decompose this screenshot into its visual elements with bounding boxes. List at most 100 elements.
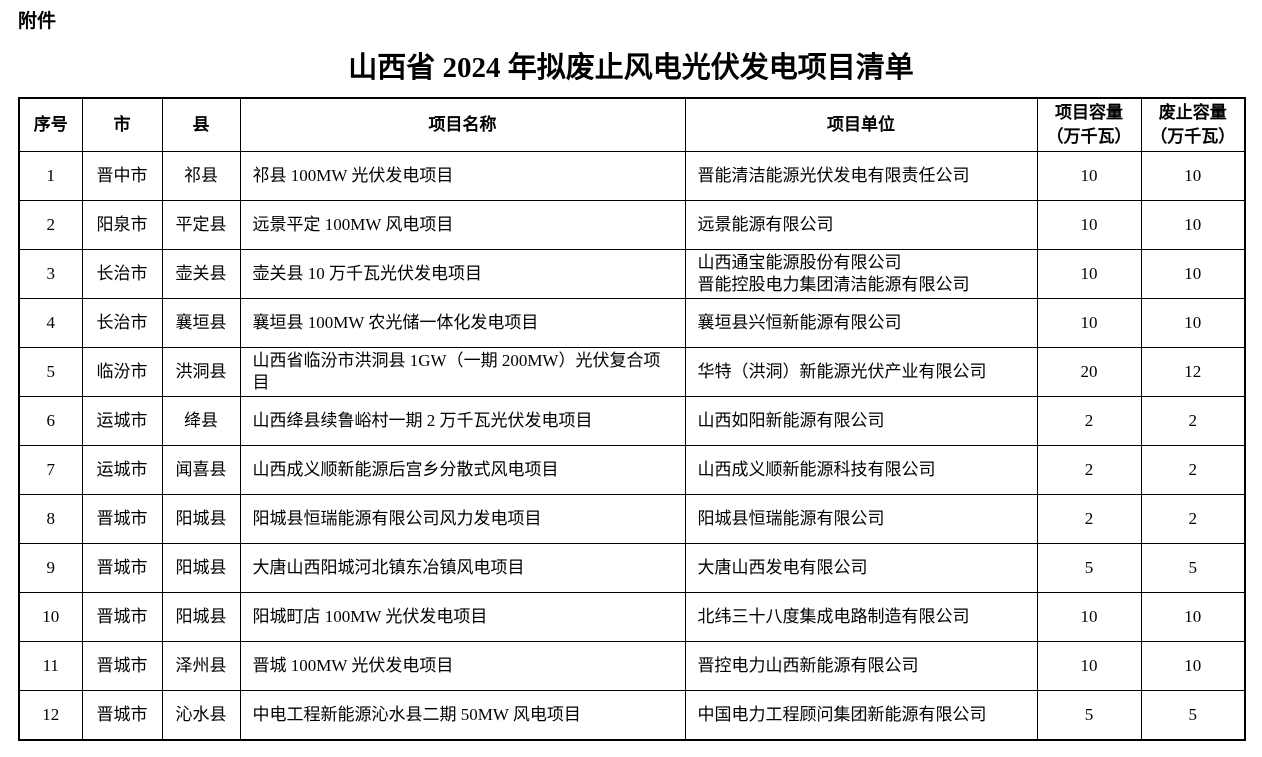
cancel-capacity-label-line1: 废止容量 <box>1158 103 1227 122</box>
cell-cancel-capacity: 10 <box>1140 641 1246 691</box>
cell-project-unit: 襄垣县兴恒新能源有限公司 <box>684 298 1038 348</box>
cell-cancel-capacity: 12 <box>1140 347 1246 397</box>
cell-project-unit: 北纬三十八度集成电路制造有限公司 <box>684 592 1038 642</box>
cell-city: 临汾市 <box>81 347 163 397</box>
cell-cancel-capacity: 5 <box>1140 543 1246 593</box>
table-row: 5 临汾市 洪洞县 山西省临汾市洪洞县 1GW（一期 200MW）光伏复合项目 华特（洪… <box>18 347 1246 397</box>
cell-index: 6 <box>18 396 83 446</box>
cell-index: 9 <box>18 543 83 593</box>
cell-county: 绛县 <box>161 396 241 446</box>
cell-project-name: 祁县 100MW 光伏发电项目 <box>239 151 686 201</box>
cell-project-unit: 山西通宝能源股份有限公司 晋能控股电力集团清洁能源有限公司 <box>684 249 1038 299</box>
cell-project-capacity: 10 <box>1036 151 1142 201</box>
cell-index: 7 <box>18 445 83 495</box>
cell-project-unit: 山西成义顺新能源科技有限公司 <box>684 445 1038 495</box>
cell-county: 阳城县 <box>161 494 241 544</box>
cell-index: 1 <box>18 151 83 201</box>
cell-project-unit: 山西如阳新能源有限公司 <box>684 396 1038 446</box>
cell-county: 闻喜县 <box>161 445 241 495</box>
table-row: 4 长治市 襄垣县 襄垣县 100MW 农光储一体化发电项目 襄垣县兴恒新能源有限公司 1… <box>18 298 1246 348</box>
cell-county: 泽州县 <box>161 641 241 691</box>
cell-project-name: 壶关县 10 万千瓦光伏发电项目 <box>239 249 686 299</box>
cell-city: 长治市 <box>81 298 163 348</box>
cell-project-capacity: 10 <box>1036 200 1142 250</box>
cell-project-unit: 中国电力工程顾问集团新能源有限公司 <box>684 690 1038 741</box>
cell-project-name: 山西省临汾市洪洞县 1GW（一期 200MW）光伏复合项目 <box>239 347 686 397</box>
projects-table-body: 1 晋中市 祁县 祁县 100MW 光伏发电项目 晋能清洁能源光伏发电有限责任公司 10 1… <box>18 151 1246 741</box>
table-row: 12 晋城市 沁水县 中电工程新能源沁水县二期 50MW 风电项目 中国电力工程顾问集团… <box>18 690 1246 741</box>
cell-county: 壶关县 <box>161 249 241 299</box>
table-row: 10 晋城市 阳城县 阳城町店 100MW 光伏发电项目 北纬三十八度集成电路制造有限公… <box>18 592 1246 642</box>
cell-project-name: 山西绛县续鲁峪村一期 2 万千瓦光伏发电项目 <box>239 396 686 446</box>
cell-index: 11 <box>18 641 83 691</box>
cell-project-unit: 大唐山西发电有限公司 <box>684 543 1038 593</box>
cell-project-capacity: 10 <box>1036 298 1142 348</box>
table-row: 7 运城市 闻喜县 山西成义顺新能源后宫乡分散式风电项目 山西成义顺新能源科技有限公司 2… <box>18 445 1246 495</box>
cell-project-name: 襄垣县 100MW 农光储一体化发电项目 <box>239 298 686 348</box>
cell-project-name: 山西成义顺新能源后宫乡分散式风电项目 <box>239 445 686 495</box>
cell-project-name: 中电工程新能源沁水县二期 50MW 风电项目 <box>239 690 686 741</box>
cell-county: 襄垣县 <box>161 298 241 348</box>
cell-city: 运城市 <box>81 396 163 446</box>
cell-project-unit: 远景能源有限公司 <box>684 200 1038 250</box>
cell-index: 2 <box>18 200 83 250</box>
cell-county: 阳城县 <box>161 592 241 642</box>
table-row: 11 晋城市 泽州县 晋城 100MW 光伏发电项目 晋控电力山西新能源有限公司 10 10 <box>18 641 1246 691</box>
cell-city: 晋城市 <box>81 641 163 691</box>
cell-city: 晋城市 <box>81 494 163 544</box>
cell-project-unit: 华特（洪洞）新能源光伏产业有限公司 <box>684 347 1038 397</box>
col-header-project-capacity: 项目容量 （万千瓦） <box>1036 97 1142 152</box>
cell-city: 长治市 <box>81 249 163 299</box>
col-header-county: 县 <box>161 97 241 152</box>
cell-project-unit: 晋控电力山西新能源有限公司 <box>684 641 1038 691</box>
col-header-cancel-capacity: 废止容量 （万千瓦） <box>1140 97 1246 152</box>
header-row: 序号 市 县 项目名称 项目单位 项目容量 （万千瓦） 废止容量 （万千瓦） <box>18 97 1246 152</box>
table-row: 8 晋城市 阳城县 阳城县恒瑞能源有限公司风力发电项目 阳城县恒瑞能源有限公司 2 2 <box>18 494 1246 544</box>
attachment-label: 附件 <box>18 11 57 32</box>
cell-cancel-capacity: 2 <box>1140 445 1246 495</box>
cell-county: 祁县 <box>161 151 241 201</box>
cell-cancel-capacity: 10 <box>1140 200 1246 250</box>
table-row: 9 晋城市 阳城县 大唐山西阳城河北镇东冶镇风电项目 大唐山西发电有限公司 5 5 <box>18 543 1246 593</box>
col-header-project-name: 项目名称 <box>239 97 686 152</box>
cell-project-unit: 阳城县恒瑞能源有限公司 <box>684 494 1038 544</box>
cell-project-capacity: 5 <box>1036 690 1142 741</box>
cell-cancel-capacity: 2 <box>1140 396 1246 446</box>
cell-project-name: 大唐山西阳城河北镇东冶镇风电项目 <box>239 543 686 593</box>
cell-city: 晋城市 <box>81 690 163 741</box>
table-row: 3 长治市 壶关县 壶关县 10 万千瓦光伏发电项目 山西通宝能源股份有限公司 晋能控股… <box>18 249 1246 299</box>
cell-city: 晋中市 <box>81 151 163 201</box>
cell-index: 8 <box>18 494 83 544</box>
cell-project-capacity: 10 <box>1036 641 1142 691</box>
cell-project-name: 阳城县恒瑞能源有限公司风力发电项目 <box>239 494 686 544</box>
table-row: 1 晋中市 祁县 祁县 100MW 光伏发电项目 晋能清洁能源光伏发电有限责任公司 10 1… <box>18 151 1246 201</box>
page-title: 山西省 2024 年拟废止风电光伏发电项目清单 <box>348 52 914 84</box>
col-header-project-unit: 项目单位 <box>684 97 1038 152</box>
cell-city: 晋城市 <box>81 543 163 593</box>
col-header-index: 序号 <box>18 97 83 152</box>
cancel-capacity-label-line2: （万千瓦） <box>1150 127 1236 146</box>
cell-city: 运城市 <box>81 445 163 495</box>
cell-project-capacity: 2 <box>1036 396 1142 446</box>
cell-project-name: 阳城町店 100MW 光伏发电项目 <box>239 592 686 642</box>
cell-project-name: 远景平定 100MW 风电项目 <box>239 200 686 250</box>
cell-cancel-capacity: 10 <box>1140 298 1246 348</box>
cell-cancel-capacity: 2 <box>1140 494 1246 544</box>
project-capacity-label-line2: （万千瓦） <box>1046 127 1132 146</box>
cell-index: 12 <box>18 690 83 741</box>
cell-project-capacity: 2 <box>1036 494 1142 544</box>
cell-project-unit: 晋能清洁能源光伏发电有限责任公司 <box>684 151 1038 201</box>
table-row: 2 阳泉市 平定县 远景平定 100MW 风电项目 远景能源有限公司 10 10 <box>18 200 1246 250</box>
cell-index: 3 <box>18 249 83 299</box>
cell-project-capacity: 5 <box>1036 543 1142 593</box>
cell-cancel-capacity: 5 <box>1140 690 1246 741</box>
cell-index: 10 <box>18 592 83 642</box>
table-row: 6 运城市 绛县 山西绛县续鲁峪村一期 2 万千瓦光伏发电项目 山西如阳新能源有限公司 2… <box>18 396 1246 446</box>
cell-project-capacity: 2 <box>1036 445 1142 495</box>
cell-county: 平定县 <box>161 200 241 250</box>
cell-cancel-capacity: 10 <box>1140 249 1246 299</box>
cell-cancel-capacity: 10 <box>1140 151 1246 201</box>
col-header-city: 市 <box>81 97 163 152</box>
cell-project-name: 晋城 100MW 光伏发电项目 <box>239 641 686 691</box>
cell-index: 4 <box>18 298 83 348</box>
